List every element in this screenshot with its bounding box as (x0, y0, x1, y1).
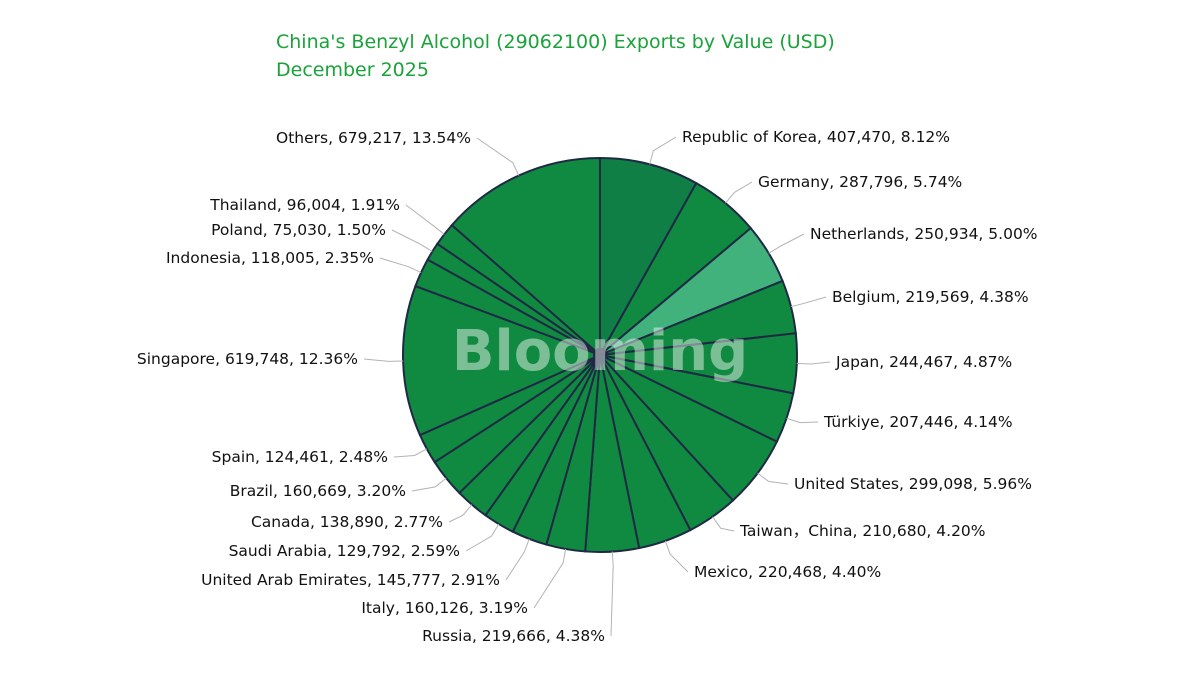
leader-line-thailand (405, 204, 445, 235)
pie-slice-republic-of-korea (599, 156, 698, 359)
slice-label-spain: Spain, 124,461, 2.48% (212, 448, 388, 466)
leader-line-italy (533, 548, 567, 609)
chart-subtitle: December 2025 (276, 59, 429, 81)
chart-title: China's Benzyl Alcohol (29062100) Export… (276, 31, 835, 53)
slice-label-japan: Japan, 244,467, 4.87% (835, 353, 1012, 371)
slice-label-republic-of-korea: Republic of Korea, 407,470, 8.12% (682, 128, 950, 146)
watermark-text: Blooming (452, 319, 748, 384)
slice-label-singapore: Singapore, 619,748, 12.36% (137, 350, 358, 368)
leader-line-germany (725, 181, 753, 204)
leader-line-russia (610, 551, 614, 637)
slice-labels: Republic of Korea, 407,470, 8.12% Germany… (137, 128, 1038, 645)
leader-line-spain (393, 448, 428, 458)
leader-line-netherlands (768, 233, 805, 254)
leader-line-poland (391, 229, 433, 253)
slice-label-italy: Italy, 160,126, 3.19% (361, 599, 528, 617)
leader-line-saudi-arabia (465, 523, 500, 552)
slice-label-t-rkiye: Türkiye, 207,446, 4.14% (823, 413, 1013, 431)
slice-label-russia: Russia, 219,666, 4.38% (422, 627, 605, 645)
slice-label-belgium: Belgium, 219,569, 4.38% (832, 288, 1029, 306)
leader-line-singapore (363, 358, 404, 362)
slice-label-others: Others, 679,217, 13.54% (276, 129, 471, 147)
leader-line-brazil (411, 477, 447, 492)
slice-label-united-arab-emirates: United Arab Emirates, 145,777, 2.91% (201, 571, 500, 589)
slice-label-germany: Germany, 287,796, 5.74% (758, 173, 962, 191)
leader-line-indonesia (379, 257, 422, 274)
slice-label-thailand: Thailand, 96,004, 1.91% (209, 196, 400, 214)
slice-label-netherlands: Netherlands, 250,934, 5.00% (810, 225, 1038, 243)
leader-line-republic-of-korea (649, 136, 677, 165)
leader-line-japan (796, 361, 831, 365)
leader-line-united-arab-emirates (505, 538, 530, 581)
leader-line-belgium (790, 296, 827, 308)
slice-label-poland: Poland, 75,030, 1.50% (211, 221, 386, 239)
leader-line-others (476, 137, 520, 176)
slice-label-brazil: Brazil, 160,669, 3.20% (230, 482, 406, 500)
leader-line-mexico (664, 540, 689, 573)
title-block: China's Benzyl Alcohol (29062100) Export… (276, 28, 835, 84)
slice-label-canada: Canada, 138,890, 2.77% (251, 513, 443, 531)
slice-label-saudi-arabia: Saudi Arabia, 129,792, 2.59% (229, 542, 460, 560)
leader-line-taiwan-china (712, 516, 735, 532)
leader-line-canada (448, 504, 473, 523)
pie-slices (402, 156, 798, 553)
slice-label-indonesia: Indonesia, 118,005, 2.35% (166, 249, 374, 267)
slice-label-taiwan-china: Taiwan，China, 210,680, 4.20% (739, 522, 986, 540)
pie-slice-others (450, 156, 601, 358)
slice-label-united-states: United States, 299,098, 5.96% (794, 475, 1032, 493)
leader-line-united-states (757, 472, 789, 485)
slice-label-mexico: Mexico, 220,468, 4.40% (694, 563, 881, 581)
leader-line-t-rkiye (786, 417, 819, 424)
leader-lines (363, 136, 831, 637)
pie-center-hub (593, 348, 607, 362)
